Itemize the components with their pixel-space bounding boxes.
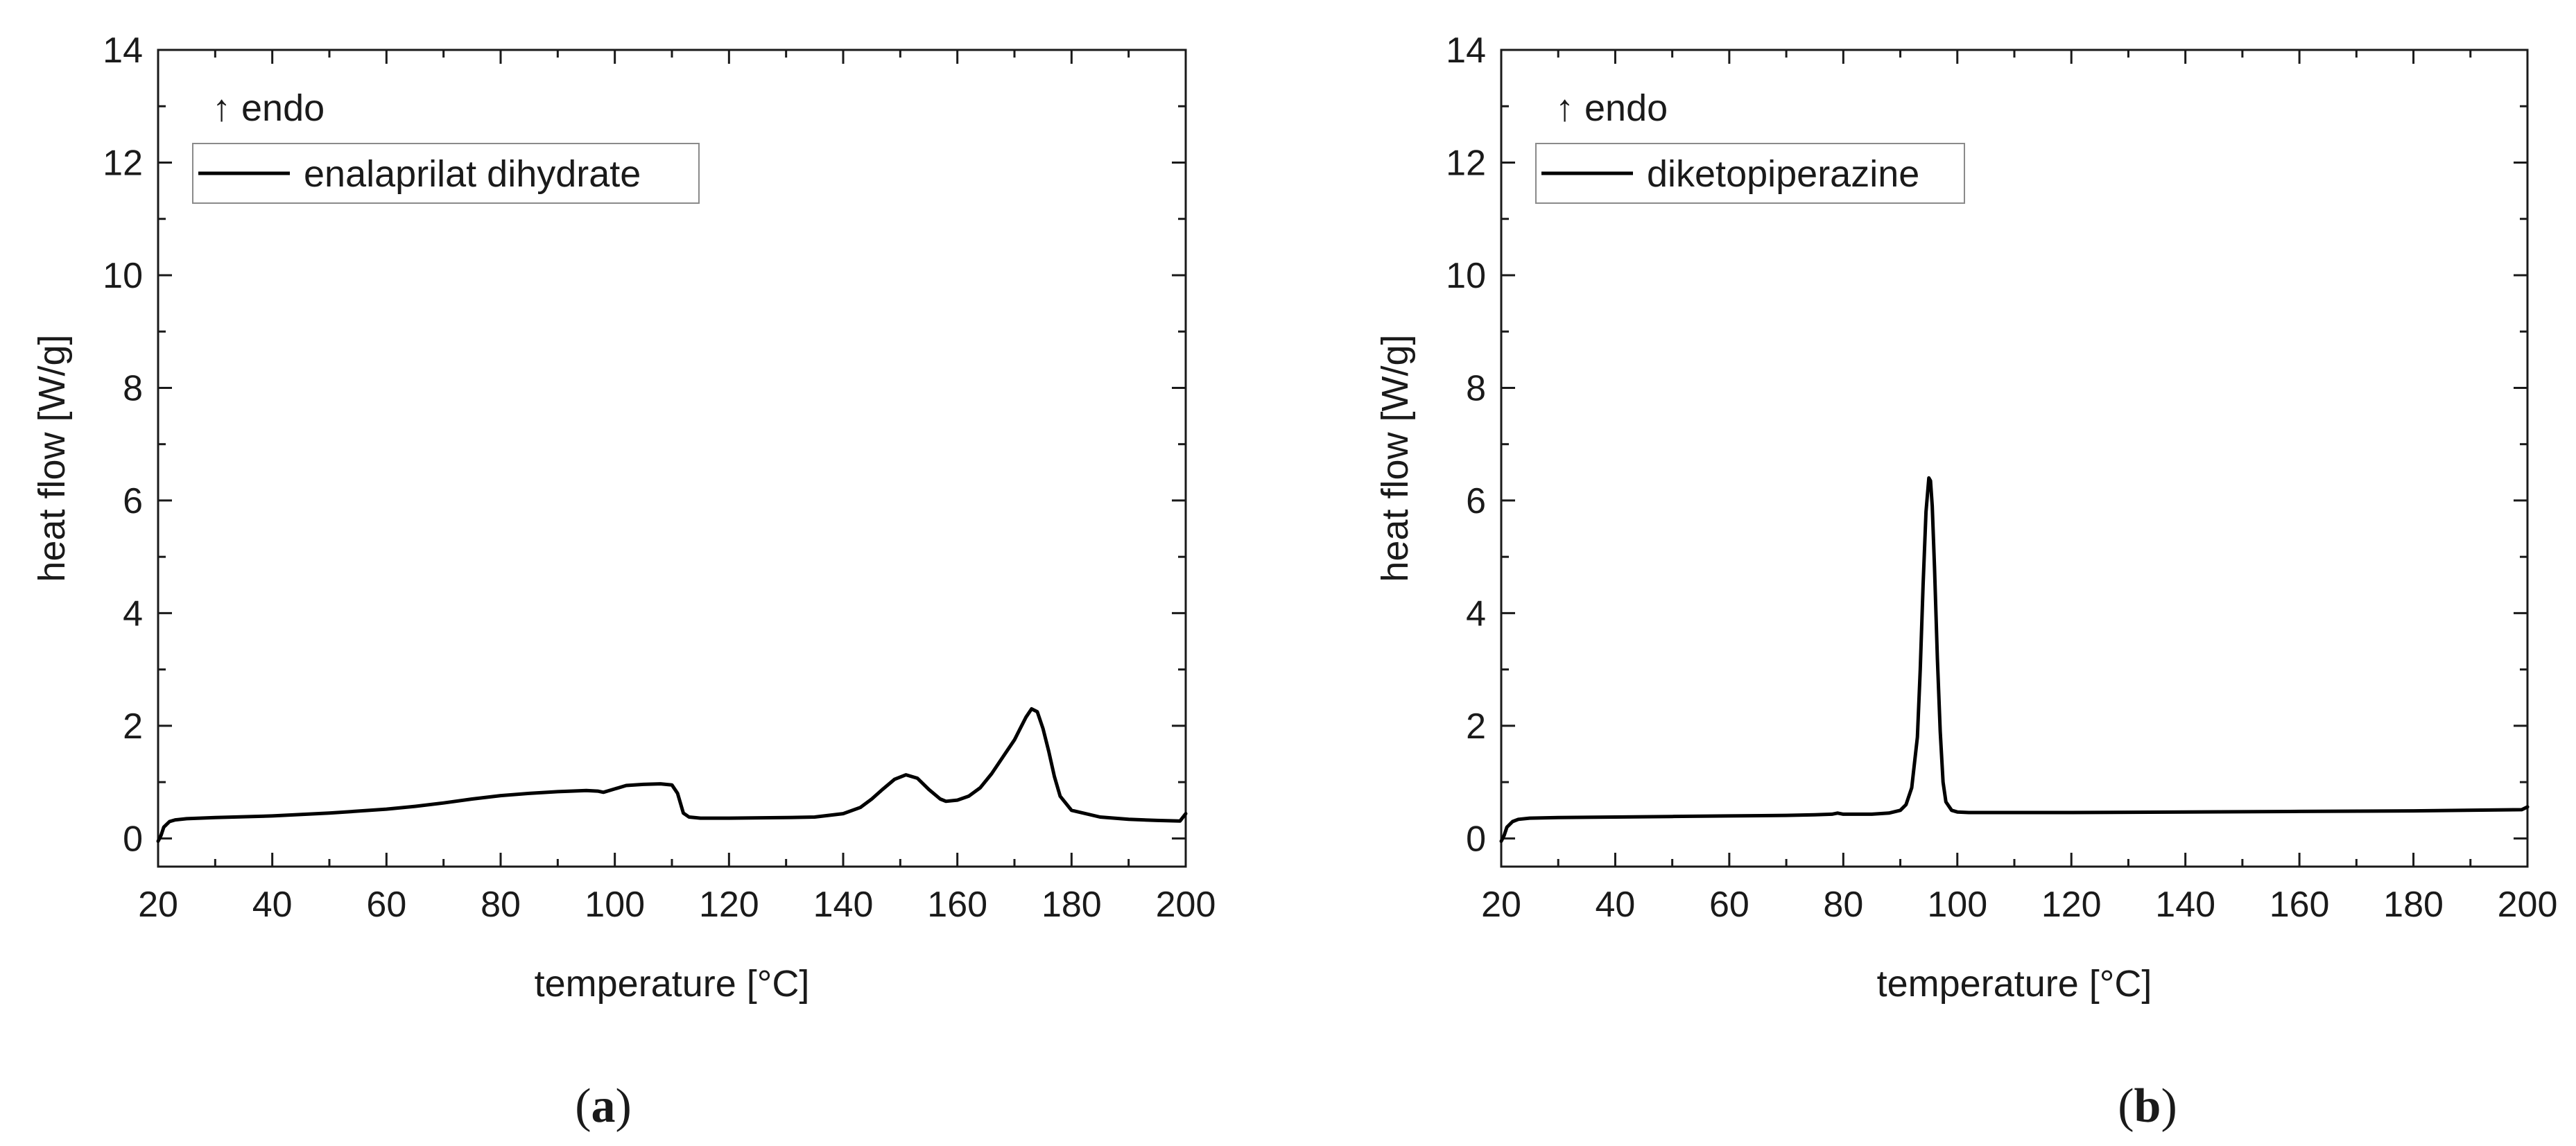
panel-label-a: (a): [575, 1079, 632, 1133]
y-axis-title-a: heat flow [W/g]: [31, 334, 73, 582]
series-line-b: [1499, 476, 2530, 843]
y-tick-label-b-8: 8: [1466, 368, 1486, 408]
x-tick-label-b-120: 120: [2041, 885, 2102, 925]
x-tick-label-b-100: 100: [1927, 885, 1987, 925]
y-tick-label-a-10: 10: [103, 256, 143, 296]
x-tick-label-a-140: 140: [813, 885, 874, 925]
series-line-a: [156, 707, 1188, 843]
x-tick-label-a-60: 60: [366, 885, 406, 925]
endo-annotation-b: ↑ endo: [1555, 87, 1668, 129]
y-tick-label-b-12: 12: [1446, 143, 1486, 183]
x-tick-label-b-80: 80: [1823, 885, 1863, 925]
y-tick-label-b-0: 0: [1466, 819, 1486, 859]
x-tick-label-a-160: 160: [927, 885, 987, 925]
panel-a-chart: 20 40 60 80 100 120 140 160 180 200 0 2 4 6 8 10 12 14 tem…: [31, 31, 1216, 1133]
x-axis-title-a: temperature [°C]: [535, 963, 810, 1005]
x-tick-label-b-180: 180: [2383, 885, 2444, 925]
y-tick-label-a-12: 12: [103, 143, 143, 183]
x-tick-label-a-20: 20: [138, 885, 178, 925]
x-tick-label-b-60: 60: [1709, 885, 1749, 925]
panel-label-b: (b): [2118, 1079, 2177, 1133]
legend-label-a: enalaprilat dihydrate: [304, 153, 641, 195]
y-tick-label-b-6: 6: [1466, 481, 1486, 521]
x-tick-label-a-80: 80: [481, 885, 521, 925]
x-tick-label-b-40: 40: [1596, 885, 1636, 925]
x-axis-title-b: temperature [°C]: [1877, 963, 2152, 1005]
y-tick-label-a-8: 8: [123, 368, 143, 408]
y-tick-label-a-14: 14: [103, 31, 143, 71]
x-tick-label-b-140: 140: [2155, 885, 2215, 925]
x-tick-label-b-200: 200: [2498, 885, 2558, 925]
endo-annotation-a: ↑ endo: [212, 87, 325, 129]
y-tick-label-b-14: 14: [1446, 31, 1486, 71]
panel-b-chart: 20 40 60 80 100 120 140 160 180 200 0 2 4 6 8 10 12 14 tem…: [1374, 31, 2557, 1133]
x-tick-label-a-100: 100: [585, 885, 645, 925]
y-tick-label-b-10: 10: [1446, 256, 1486, 296]
y-tick-label-a-0: 0: [123, 819, 143, 859]
x-tick-label-a-40: 40: [252, 885, 293, 925]
x-tick-label-a-180: 180: [1041, 885, 1102, 925]
legend-label-b: diketopiperazine: [1647, 153, 1919, 195]
y-axis-title-b: heat flow [W/g]: [1374, 334, 1416, 582]
x-tick-label-a-120: 120: [699, 885, 759, 925]
x-tick-label-b-20: 20: [1481, 885, 1521, 925]
y-tick-label-a-2: 2: [123, 706, 143, 747]
y-tick-label-b-2: 2: [1466, 706, 1486, 747]
y-tick-label-b-4: 4: [1466, 593, 1486, 634]
y-tick-label-a-4: 4: [123, 593, 143, 634]
x-tick-label-a-200: 200: [1156, 885, 1216, 925]
x-tick-label-b-160: 160: [2270, 885, 2330, 925]
y-tick-label-a-6: 6: [123, 481, 143, 521]
